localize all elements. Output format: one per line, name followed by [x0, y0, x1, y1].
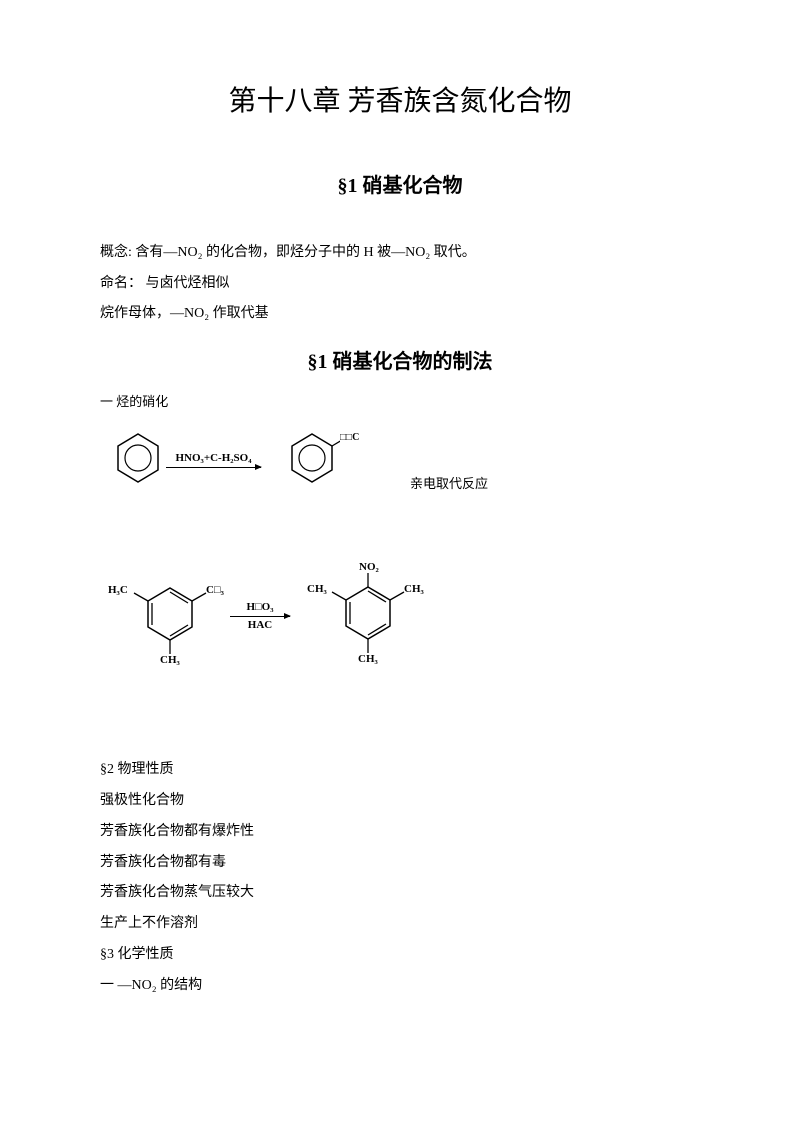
prop-5: 生产上不作溶剂: [100, 909, 700, 940]
reaction-2: H₃C C□₃ CH₃ H□O₃ HAC NO₂ CH₃ CH₃: [100, 565, 700, 675]
concept-text: 含有—NO₂ 的化合物，即烃分子中的 H 被—NO₂ 取代。: [135, 245, 475, 260]
reaction-1-note: 亲电取代反应: [410, 473, 488, 492]
reaction-2-arrow: H□O₃ HAC: [230, 601, 290, 631]
nitrobenzene-product: □□C: [284, 430, 340, 491]
document-page: 第十八章 芳香族含氮化合物 §1 硝基化合物 概念: 含有—NO₂ 的化合物，即…: [0, 0, 800, 1132]
reagent-1-top: HNO₃+C-H₂SO₄: [175, 452, 251, 465]
product-sub-1: □□C: [340, 432, 359, 443]
r2-p-no2: NO₂: [359, 561, 379, 573]
parent-line: 烷作母体，—NO₂ 作取代基: [100, 299, 700, 330]
section3-label: §3 化学性质: [100, 940, 700, 971]
r2-p-ch3-left: CH₃: [307, 583, 327, 595]
nitromesitylene-product: NO₂ CH₃ CH₃ CH₃: [313, 565, 423, 675]
subsection-title: §1 硝基化合物的制法: [100, 345, 700, 374]
section-title: §1 硝基化合物: [100, 169, 700, 198]
prop-4: 芳香族化合物蒸气压较大: [100, 878, 700, 909]
concept-line: 概念: 含有—NO₂ 的化合物，即烃分子中的 H 被—NO₂ 取代。: [100, 238, 700, 269]
section2-label: §2 物理性质: [100, 755, 700, 786]
prop-2: 芳香族化合物都有爆炸性: [100, 817, 700, 848]
mesitylene-reactant: H₃C C□₃ CH₃: [120, 570, 220, 670]
r2-ch3-left: H₃C: [108, 584, 128, 596]
r2-ch3-right: C□₃: [206, 584, 224, 596]
reagent-2-top: H□O₃: [246, 601, 273, 614]
naming-text: 与卤代烃相似: [146, 276, 230, 291]
concept-label: 概念:: [100, 245, 132, 260]
r2-ch3-bottom: CH₃: [160, 654, 180, 666]
reagent-2-bottom: HAC: [248, 619, 272, 631]
r2-p-ch3-bottom: CH₃: [358, 653, 378, 665]
reaction-1-arrow: HNO₃+C-H₂SO₄: [166, 452, 261, 468]
chapter-title: 第十八章 芳香族含氮化合物: [100, 79, 700, 119]
reaction-1: HNO₃+C-H₂SO₄ □□C 亲电取代反应: [100, 425, 700, 495]
chem-1: 一 —NO₂ 的结构: [100, 971, 700, 1002]
sub1-label: 一 烃的硝化: [100, 389, 700, 415]
naming-label: 命名：: [100, 276, 142, 291]
prop-3: 芳香族化合物都有毒: [100, 848, 700, 879]
benzene-reactant: [110, 430, 166, 491]
r2-p-ch3-right: CH₃: [404, 583, 424, 595]
prop-1: 强极性化合物: [100, 786, 700, 817]
naming-line: 命名： 与卤代烃相似: [100, 269, 700, 300]
